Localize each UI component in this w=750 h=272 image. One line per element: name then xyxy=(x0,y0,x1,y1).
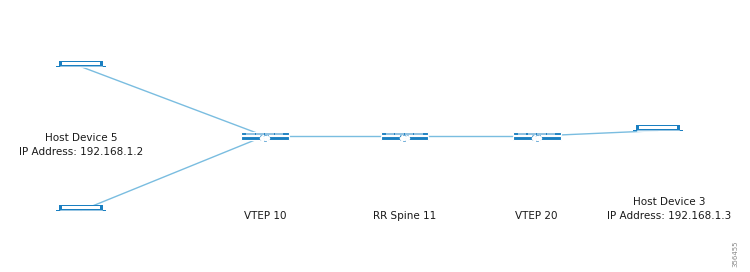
Text: VTEP 10: VTEP 10 xyxy=(244,211,286,221)
Circle shape xyxy=(536,137,538,138)
FancyBboxPatch shape xyxy=(241,136,289,140)
FancyBboxPatch shape xyxy=(636,125,680,130)
Circle shape xyxy=(532,136,541,140)
FancyBboxPatch shape xyxy=(56,66,106,67)
FancyBboxPatch shape xyxy=(386,134,394,135)
Circle shape xyxy=(404,137,406,138)
FancyBboxPatch shape xyxy=(537,134,545,135)
Text: VTEP 20: VTEP 20 xyxy=(515,211,558,221)
Text: Host Device 3
IP Address: 192.168.1.3: Host Device 3 IP Address: 192.168.1.3 xyxy=(607,197,731,221)
FancyBboxPatch shape xyxy=(547,134,555,135)
Text: 356455: 356455 xyxy=(733,240,739,267)
FancyBboxPatch shape xyxy=(56,210,106,211)
FancyBboxPatch shape xyxy=(62,63,100,64)
FancyBboxPatch shape xyxy=(527,134,536,135)
Circle shape xyxy=(260,136,269,140)
FancyBboxPatch shape xyxy=(380,136,428,140)
FancyBboxPatch shape xyxy=(266,134,274,135)
FancyBboxPatch shape xyxy=(241,132,289,135)
FancyBboxPatch shape xyxy=(405,134,413,135)
FancyBboxPatch shape xyxy=(415,134,423,135)
FancyBboxPatch shape xyxy=(59,205,103,210)
FancyBboxPatch shape xyxy=(513,136,560,140)
FancyBboxPatch shape xyxy=(518,134,526,135)
FancyBboxPatch shape xyxy=(632,130,683,131)
FancyBboxPatch shape xyxy=(246,134,254,135)
Text: RR Spine 11: RR Spine 11 xyxy=(373,211,436,221)
Text: Host Device 5
IP Address: 192.168.1.2: Host Device 5 IP Address: 192.168.1.2 xyxy=(19,133,143,156)
Circle shape xyxy=(400,136,409,140)
FancyBboxPatch shape xyxy=(256,134,264,135)
FancyBboxPatch shape xyxy=(395,134,404,135)
FancyBboxPatch shape xyxy=(274,134,284,135)
Circle shape xyxy=(263,137,266,138)
FancyBboxPatch shape xyxy=(59,61,103,66)
FancyBboxPatch shape xyxy=(62,206,100,209)
FancyBboxPatch shape xyxy=(380,132,428,135)
FancyBboxPatch shape xyxy=(513,132,560,135)
FancyBboxPatch shape xyxy=(639,126,677,129)
